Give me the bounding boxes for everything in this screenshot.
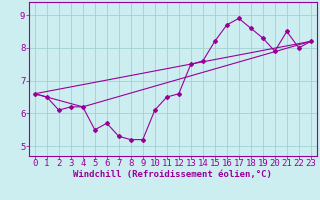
X-axis label: Windchill (Refroidissement éolien,°C): Windchill (Refroidissement éolien,°C) xyxy=(73,170,272,179)
